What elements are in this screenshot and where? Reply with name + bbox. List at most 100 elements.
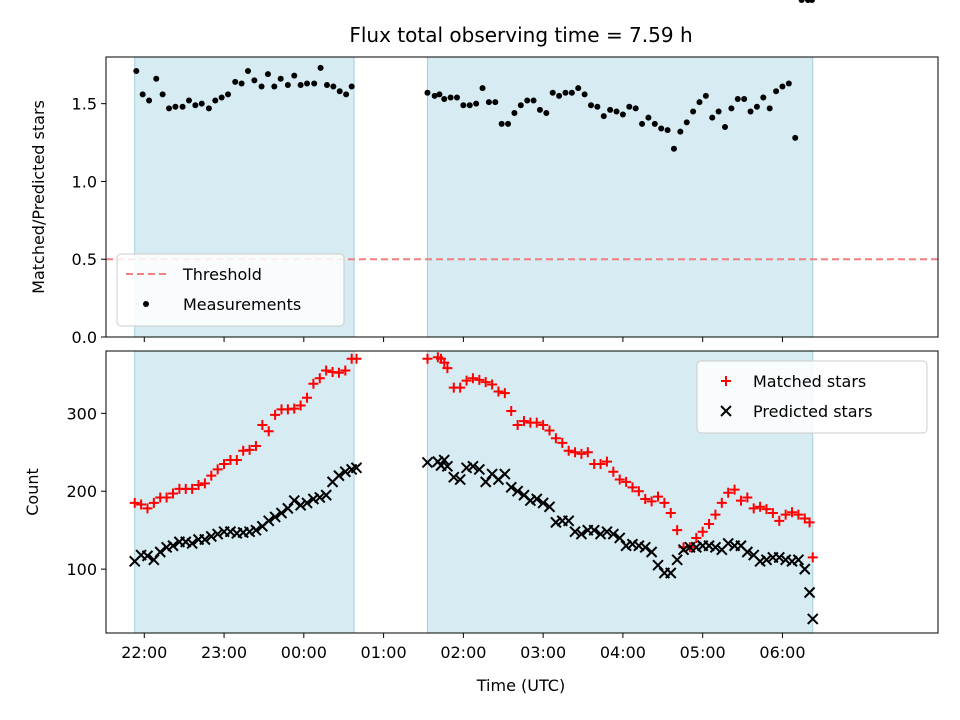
data-point [467,373,478,384]
data-point [166,105,173,112]
data-point [710,509,721,520]
data-point [320,489,332,501]
x-tick-label: 02:00 [440,643,486,662]
ratio-panel: 0.0 0.5 1.0 1.5 Threshold Measurements [72,0,939,347]
data-point [728,105,735,112]
axes-frame [105,56,939,338]
x-tick-label: 01:00 [361,643,407,662]
series-matched-stars [129,352,818,563]
data-point [205,105,212,112]
data-point [499,388,510,399]
data-point [582,447,593,458]
legend-label: Matched stars [753,372,866,391]
data-point [154,546,166,558]
data-point [505,120,512,127]
data-point [348,83,355,90]
data-point [453,94,460,101]
data-point [646,496,657,507]
data-point [651,120,658,127]
data-point [608,466,619,477]
data-point [264,71,271,78]
data-point [454,473,466,486]
legend: Matched stars Predicted stars [696,360,928,434]
data-point [308,378,319,389]
data-point [672,525,683,536]
data-point [659,497,670,508]
data-point [231,455,242,466]
data-point [742,492,753,503]
bottom-y-axis-label: Count [23,468,42,516]
data-point [562,515,575,527]
data-point [168,488,179,499]
x-tick-label: 06:00 [759,643,805,662]
data-point [336,88,343,95]
data-point [250,441,261,452]
data-point [212,97,219,104]
legend-box [116,253,345,327]
data-point [766,105,773,112]
legend-label: Measurements [183,295,301,314]
data-point [798,0,805,3]
data-point [284,82,291,88]
legend-marker [721,376,731,386]
data-point [722,537,734,550]
data-point [748,503,759,514]
x-axis-label: Time (UTC) [476,676,565,695]
data-point [473,100,480,107]
data-point [192,102,199,109]
data-point [133,68,140,74]
y-tick-label: 0.0 [72,328,97,347]
data-point [474,374,485,385]
data-point [600,113,607,120]
data-point [257,420,268,431]
data-point [787,507,798,518]
data-point [773,88,780,95]
data-point [485,99,492,106]
data-point [633,486,644,497]
data-point [505,481,517,494]
data-point [179,103,186,110]
data-point [518,416,529,427]
legend-label: Threshold [182,265,262,284]
x-tick-label: 23:00 [201,643,247,662]
data-point [807,552,818,563]
data-point [722,124,729,130]
data-point [569,526,581,538]
data-point [723,487,734,498]
data-point [301,497,313,509]
data-point [141,550,154,562]
data-point [677,128,684,135]
data-point [761,504,772,515]
data-point [473,463,486,476]
data-point [715,108,722,115]
legend-label: Predicted stars [753,402,873,421]
data-point [792,134,799,141]
data-point [493,386,504,397]
data-point [198,100,205,107]
data-point [448,471,460,483]
data-point [511,485,524,497]
x-tick-label: 22:00 [121,643,167,662]
data-point [568,89,575,96]
data-point [808,0,815,3]
data-point [294,499,307,511]
data-point [576,448,587,459]
data-point [741,546,754,558]
data-point [295,400,306,411]
data-point [716,497,727,508]
data-point [538,420,549,431]
data-point [557,437,568,448]
observing-window-1 [134,350,355,634]
data-point [543,501,556,513]
data-point [330,83,337,90]
data-point [244,444,255,455]
data-point [219,458,230,469]
data-point [556,92,563,99]
data-point [167,540,179,552]
data-point [498,120,505,127]
data-point [774,515,785,526]
data-point [129,497,140,508]
data-point [543,110,550,116]
data-point [549,89,556,96]
data-point [683,119,690,126]
